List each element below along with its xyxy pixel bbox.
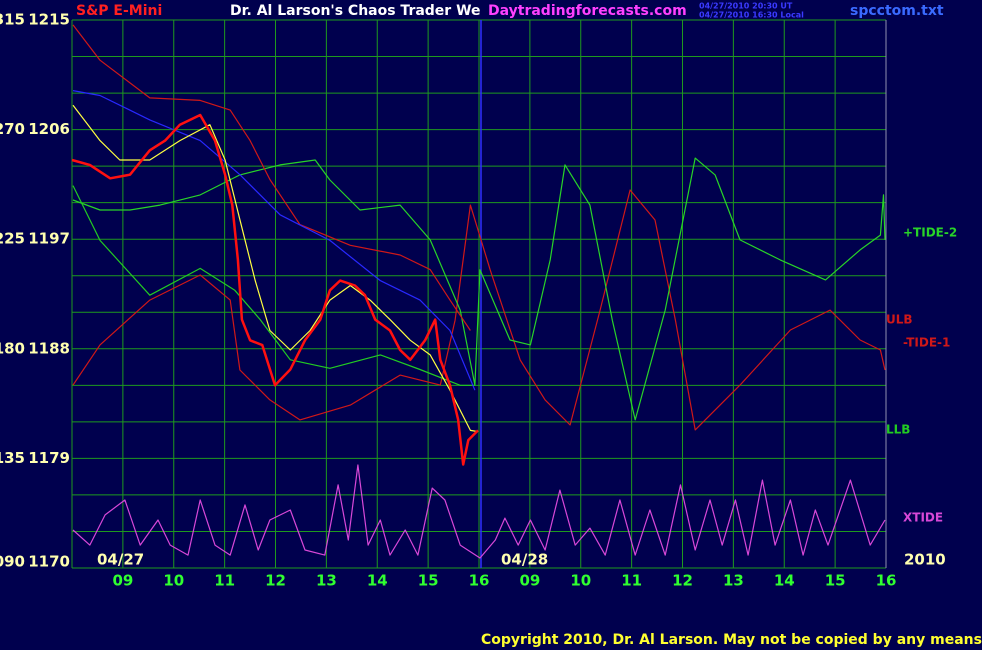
timestamp: 04/27/2010 20:30 UT xyxy=(699,2,793,11)
chart-title: Dr. Al Larson's Chaos Trader We xyxy=(230,3,481,19)
series-line xyxy=(72,157,886,421)
legend-label: -TIDE-1 xyxy=(903,336,950,350)
y2-tick-label: 090 xyxy=(0,553,25,571)
plot-area xyxy=(71,24,886,559)
x-tick-label: 15 xyxy=(825,572,846,590)
x-tick-label: 13 xyxy=(316,572,337,590)
x-tick-label: 10 xyxy=(570,572,591,590)
x-tick-label: 09 xyxy=(112,572,133,590)
y-tick-label: 1170 xyxy=(28,553,70,571)
legend-label: ULB xyxy=(886,313,913,327)
x-tick-label: 16 xyxy=(876,572,897,590)
y2-tick-label: 180 xyxy=(0,339,25,357)
instrument: S&P E-Mini xyxy=(76,3,162,19)
x-tick-label: 12 xyxy=(265,572,286,590)
x-tick-label: 13 xyxy=(723,572,744,590)
x-tick-label: 12 xyxy=(672,572,693,590)
grid xyxy=(71,19,887,569)
y-tick-label: 1215 xyxy=(28,11,70,29)
series-line xyxy=(71,113,479,466)
legend-label: XTIDE xyxy=(903,511,943,525)
y2-tick-label: 135 xyxy=(0,449,25,467)
date-label: 04/28 xyxy=(501,551,548,569)
series-line xyxy=(72,104,479,433)
legend-label: LLB xyxy=(886,423,910,437)
y-tick-label: 1206 xyxy=(28,120,70,138)
x-tick-label: 11 xyxy=(621,572,642,590)
y2-tick-label: 315 xyxy=(0,11,25,29)
x-tick-label: 14 xyxy=(774,572,795,590)
y-tick-label: 1197 xyxy=(28,230,70,248)
labels: 09 10 11 12 13 14 15 16 09 10 11 12 13 14 15 16 1170 1179… xyxy=(0,11,957,590)
y-tick-label: 1188 xyxy=(28,339,70,357)
website: Daytradingforecasts.com xyxy=(488,3,687,19)
y2-tick-label: 270 xyxy=(0,120,25,138)
x-tick-label: 10 xyxy=(163,572,184,590)
y2-tick-label: 225 xyxy=(0,230,25,248)
x-tick-label: 14 xyxy=(367,572,388,590)
x-tick-label: 15 xyxy=(418,572,439,590)
x-tick-label: 16 xyxy=(469,572,490,590)
legend-label: +TIDE-2 xyxy=(903,226,957,240)
series-line xyxy=(72,185,475,386)
date-label: 04/27 xyxy=(97,551,144,569)
copyright: Copyright 2010, Dr. Al Larson. May not b… xyxy=(481,632,982,648)
filename: spcctom.txt xyxy=(850,3,944,19)
x-tick-label: 11 xyxy=(214,572,235,590)
series-line xyxy=(72,189,886,431)
x-tick-label: 09 xyxy=(519,572,540,590)
series-line xyxy=(72,90,476,391)
year-label: 2010 xyxy=(904,551,946,569)
timestamp: 04/27/2010 16:30 Local xyxy=(699,11,804,20)
series-line xyxy=(72,464,886,559)
y-tick-label: 1179 xyxy=(28,449,70,467)
series-line xyxy=(72,24,471,331)
